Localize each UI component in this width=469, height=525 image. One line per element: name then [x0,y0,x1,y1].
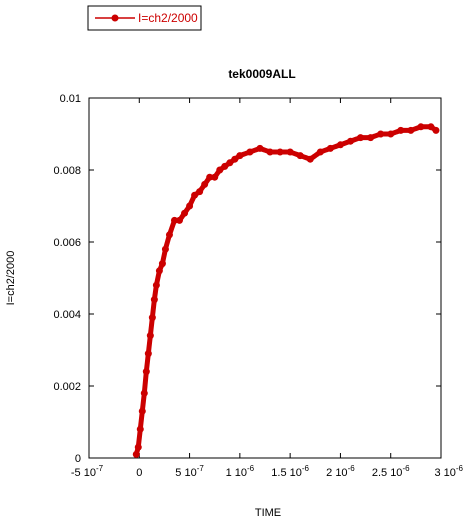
data-point [211,173,219,181]
axis-ticks [88,97,442,459]
data-point [407,126,415,134]
data-point [186,202,194,210]
data-point [136,425,144,433]
x-tick-label: -5 10-7 [71,464,104,479]
data-point [138,407,146,415]
y-tick-label: 0.002 [53,381,81,393]
y-tick-label: 0.006 [53,237,81,249]
x-tick-exponent: -6 [456,464,464,473]
data-point [148,314,156,322]
data-point [226,159,234,167]
data-point [256,144,264,152]
data-point [316,148,324,156]
y-axis-label: I=ch2/2000 [5,251,17,306]
data-point [296,152,304,160]
data-point [326,144,334,152]
data-point [357,134,365,142]
data-point [236,152,244,160]
x-tick-exponent: -6 [247,464,255,473]
x-tick-exponent: -7 [197,464,205,473]
y-tick-labels: 0 0.002 0.004 0.006 0.008 0.01 [53,93,81,465]
data-point [246,148,254,156]
x-tick-label: 5 10-7 [175,464,204,479]
x-tick-label: 2 10-6 [326,464,355,479]
y-tick-label: 0 [75,453,81,465]
data-point [432,126,440,134]
data-point [196,188,204,196]
data-point [387,130,395,138]
x-tick-mantissa: 3 10 [434,467,455,479]
series-band [133,124,438,457]
data-point [216,166,224,174]
data-point [158,260,166,268]
data-point [206,173,214,181]
data-point [161,245,169,253]
data-point [397,126,405,134]
data-point [132,450,140,458]
x-tick-label: 0 [136,467,142,479]
data-point [165,231,173,239]
x-tick-mantissa: -5 10 [71,467,96,479]
data-point [170,216,178,224]
plot-frame [88,97,442,459]
legend: I=ch2/2000 [87,5,202,31]
legend-marker [111,14,119,22]
x-tick-mantissa: 2 10 [326,467,347,479]
x-tick-mantissa: 1 10 [226,467,247,479]
x-tick-label: 1 10-6 [226,464,255,479]
data-point [191,191,199,199]
data-point [150,296,158,304]
data-point [266,148,274,156]
data-point [346,137,354,145]
x-tick-exponent: -6 [402,464,410,473]
data-series [132,123,440,458]
data-point [286,148,294,156]
data-point [306,155,314,163]
data-point [231,155,239,163]
x-tick-label: 3 10-6 [434,464,463,479]
data-point [377,130,385,138]
data-point [336,141,344,149]
data-point [155,267,163,275]
x-tick-mantissa: 0 [136,467,142,479]
data-point [367,134,375,142]
data-point [417,123,425,131]
x-tick-mantissa: 2.5 10 [372,467,403,479]
x-tick-label: 2.5 10-6 [372,464,410,479]
data-point [176,216,184,224]
y-tick-label: 0.004 [53,309,81,321]
data-point [144,350,152,358]
x-axis-label: TIME [255,507,281,519]
x-tick-exponent: -6 [302,464,310,473]
data-point [221,162,229,170]
data-point [276,148,284,156]
data-point [146,332,154,340]
y-tick-label: 0.008 [53,165,81,177]
data-point [427,123,435,131]
x-tick-labels: -5 10-7 0 5 10-7 1 10-6 1.5 10-6 2 10-6 2.5 10… [71,464,464,479]
data-point [152,281,160,289]
x-tick-mantissa: 5 10 [175,467,196,479]
data-point [201,180,209,188]
data-point [140,389,148,397]
x-tick-label: 1.5 10-6 [271,464,309,479]
x-tick-mantissa: 1.5 10 [271,467,302,479]
chart-title: tek0009ALL [228,67,295,81]
data-point [181,209,189,217]
x-tick-exponent: -6 [348,464,356,473]
x-tick-exponent: -7 [96,464,104,473]
y-tick-label: 0.01 [60,93,81,105]
data-point [142,368,150,376]
legend-label: I=ch2/2000 [138,11,198,25]
data-point [134,443,142,451]
